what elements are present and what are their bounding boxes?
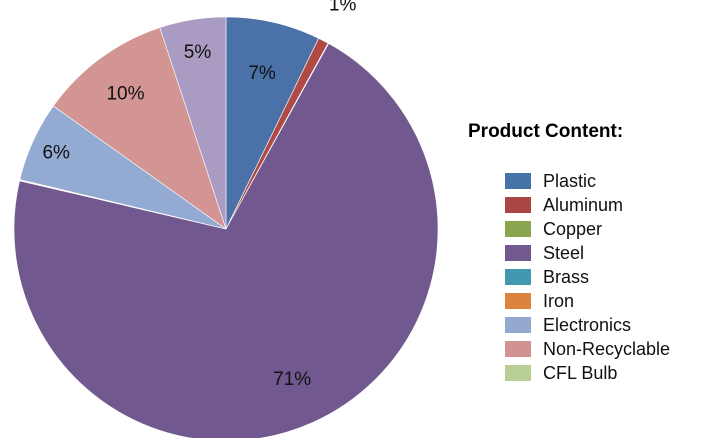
legend-label-non-recyclable: Non-Recyclable [543,339,670,359]
legend-swatch-brass [505,269,531,285]
legend-label-brass: Brass [543,267,589,287]
legend-swatch-steel [505,245,531,261]
legend-items: Plastic Aluminum Copper Steel Brass Iron Elect… [505,171,670,383]
legend-swatch-iron [505,293,531,309]
pie-slices [13,16,439,438]
legend-swatch-plastic [505,173,531,189]
legend: Product Content: Plastic Aluminum Copper St… [468,121,670,383]
legend-swatch-electronics [505,317,531,333]
data-label-cfl-bulb: 5% [184,42,212,63]
legend-swatch-non-recyclable [505,341,531,357]
data-label-steel: 71% [273,369,311,390]
pie-data-labels: 7% 1% 71% 6% 10% 5% [42,0,356,390]
pie-slice-cfl-bulb [159,16,227,230]
legend-swatch-aluminum [505,197,531,213]
legend-swatch-copper [505,221,531,237]
data-label-non-recyclable: 10% [106,83,144,104]
legend-label-plastic: Plastic [543,171,596,191]
data-label-electronics: 6% [42,143,70,164]
legend-label-copper: Copper [543,219,602,239]
legend-label-iron: Iron [543,291,574,311]
legend-swatch-cfl-bulb [505,365,531,381]
legend-label-electronics: Electronics [543,315,631,335]
pie-slice-non-recyclable [52,27,227,230]
data-label-aluminum: 1% [329,0,357,15]
legend-label-aluminum: Aluminum [543,195,623,215]
data-label-plastic: 7% [248,63,276,84]
legend-title: Product Content: [468,121,623,142]
legend-label-steel: Steel [543,243,584,263]
legend-label-cfl-bulb: CFL Bulb [543,363,617,383]
pie-slice-steel [13,43,439,438]
